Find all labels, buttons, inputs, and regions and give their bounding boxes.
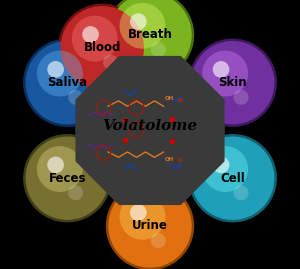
Circle shape [120, 194, 165, 240]
Text: Blood: Blood [84, 41, 121, 54]
Text: O: O [178, 98, 182, 103]
Text: Urine: Urine [132, 220, 168, 232]
Text: Skin: Skin [218, 76, 247, 89]
Circle shape [47, 61, 64, 78]
Circle shape [108, 184, 192, 268]
Circle shape [47, 157, 64, 173]
Circle shape [68, 185, 83, 200]
Circle shape [37, 51, 83, 97]
Polygon shape [75, 56, 225, 205]
Circle shape [23, 134, 112, 222]
Polygon shape [75, 56, 225, 205]
Circle shape [213, 61, 230, 78]
Circle shape [23, 38, 112, 127]
Text: OH: OH [164, 97, 174, 101]
Circle shape [108, 0, 192, 77]
Circle shape [130, 13, 147, 30]
Circle shape [233, 185, 248, 200]
Circle shape [26, 41, 109, 125]
Circle shape [106, 182, 194, 269]
Circle shape [213, 157, 230, 173]
Circle shape [103, 55, 118, 70]
Circle shape [188, 38, 277, 127]
Text: Breath: Breath [128, 29, 172, 41]
Circle shape [58, 3, 146, 92]
Text: Volatolome: Volatolome [102, 119, 198, 133]
Circle shape [191, 41, 274, 125]
Circle shape [191, 136, 274, 220]
Circle shape [151, 233, 166, 248]
Circle shape [61, 6, 144, 90]
Circle shape [188, 134, 277, 222]
Circle shape [68, 90, 83, 105]
Text: Cell: Cell [220, 172, 245, 185]
Text: OH: OH [164, 157, 174, 162]
Circle shape [106, 0, 194, 79]
Circle shape [233, 90, 248, 105]
Text: Saliva: Saliva [47, 76, 87, 89]
Circle shape [202, 146, 248, 192]
Circle shape [151, 42, 166, 57]
Text: O: O [178, 158, 182, 163]
Text: Feces: Feces [49, 172, 86, 185]
Circle shape [26, 136, 109, 220]
Circle shape [72, 16, 118, 62]
Circle shape [37, 146, 83, 192]
Circle shape [120, 3, 165, 49]
Circle shape [202, 51, 248, 97]
Circle shape [130, 204, 147, 221]
Circle shape [82, 26, 99, 43]
